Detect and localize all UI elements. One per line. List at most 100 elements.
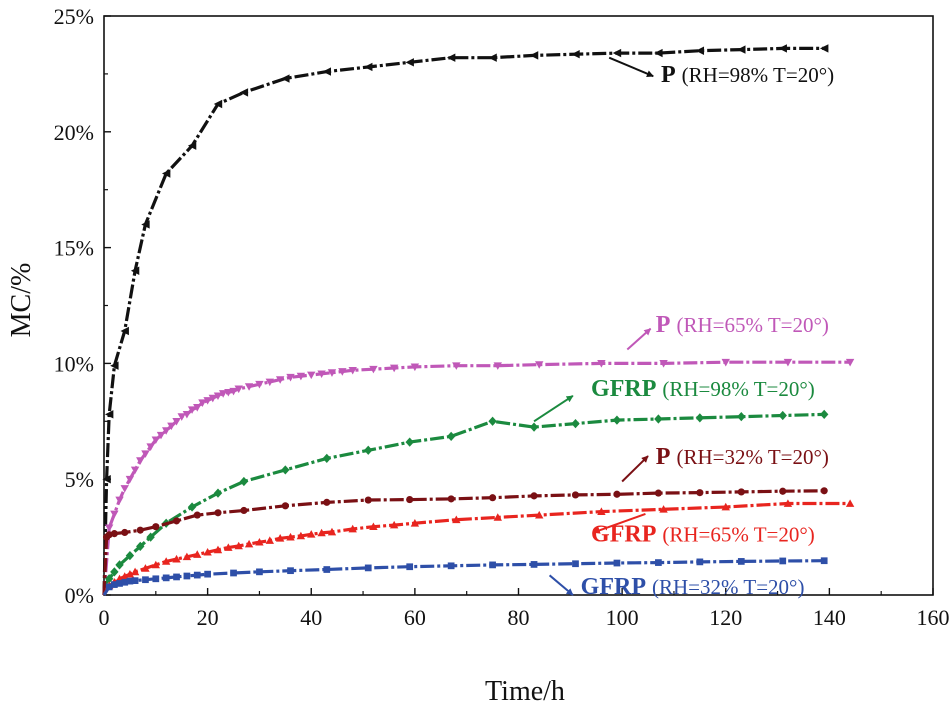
data-point — [281, 74, 290, 83]
data-point — [239, 476, 249, 487]
data-point — [173, 573, 180, 581]
data-point — [779, 487, 787, 495]
series-annotation: P (RH=65% T=20°) — [656, 312, 829, 338]
data-point — [389, 520, 399, 529]
data-point — [489, 561, 496, 569]
data-point — [162, 574, 170, 582]
plot-frame — [103, 15, 934, 596]
data-point — [659, 360, 668, 368]
data-point — [364, 564, 372, 572]
data-point — [239, 88, 249, 97]
data-point — [110, 567, 119, 577]
data-point — [218, 390, 228, 398]
data-point — [737, 558, 745, 565]
data-point — [535, 510, 544, 519]
data-point — [783, 358, 793, 367]
data-point — [737, 45, 746, 54]
data-point — [659, 505, 668, 513]
data-point — [286, 532, 295, 541]
data-point — [317, 370, 326, 379]
y-axis-title: MC/% — [6, 263, 37, 338]
series-layer — [102, 44, 855, 596]
data-point — [172, 554, 181, 563]
data-point — [571, 50, 580, 59]
data-point — [240, 506, 248, 515]
data-point — [338, 368, 347, 376]
data-point — [213, 545, 223, 554]
y-tick-label: 0% — [65, 583, 94, 608]
data-point — [406, 496, 414, 504]
data-point — [104, 574, 114, 584]
data-point — [105, 583, 113, 591]
data-point — [655, 559, 662, 566]
series-6 — [102, 557, 828, 596]
data-point — [322, 67, 331, 76]
data-point — [224, 388, 233, 397]
data-point — [737, 412, 746, 422]
data-point — [778, 410, 787, 421]
data-point — [104, 524, 114, 533]
data-point — [141, 564, 150, 572]
data-point — [597, 360, 606, 368]
data-point — [193, 511, 201, 519]
data-point — [234, 541, 243, 550]
data-point — [530, 492, 538, 500]
series-2 — [102, 358, 855, 596]
data-point — [198, 399, 207, 407]
data-point — [172, 417, 181, 426]
data-point — [696, 558, 704, 566]
data-point — [281, 502, 289, 510]
data-point — [234, 385, 243, 394]
series-1 — [102, 44, 829, 596]
data-point — [151, 560, 161, 569]
data-point — [323, 566, 331, 573]
data-point — [322, 453, 331, 463]
data-point — [156, 431, 166, 440]
x-tick-label: 140 — [813, 605, 846, 630]
data-point — [193, 550, 202, 558]
x-tick-label: 0 — [99, 605, 110, 630]
data-point — [296, 531, 306, 540]
data-point — [213, 99, 223, 109]
data-point — [131, 577, 139, 585]
data-point — [146, 532, 155, 542]
data-point — [452, 362, 461, 370]
data-point — [229, 387, 238, 396]
data-point — [296, 372, 306, 381]
data-point — [152, 575, 160, 583]
data-point — [446, 53, 456, 62]
data-point — [410, 519, 420, 527]
data-point — [203, 547, 212, 556]
data-point — [286, 373, 295, 382]
data-point — [161, 169, 171, 178]
data-point — [203, 397, 212, 405]
data-point — [845, 358, 855, 367]
data-point — [151, 436, 161, 445]
annotation-arrow — [592, 512, 646, 534]
data-point — [737, 488, 745, 496]
data-point — [255, 380, 264, 389]
data-point — [488, 416, 497, 426]
data-point — [695, 46, 705, 55]
data-point — [281, 465, 290, 475]
data-point — [447, 495, 455, 503]
data-point — [820, 557, 828, 565]
data-point — [125, 569, 135, 578]
annotations: P (RH=98% T=20°) P (RH=65% T=20°) GFRP (RH=98… — [533, 56, 834, 600]
data-point — [136, 457, 145, 465]
data-point — [193, 571, 201, 579]
y-tick-label: 5% — [65, 467, 94, 492]
data-point — [256, 568, 263, 576]
data-point — [597, 507, 606, 515]
data-point — [244, 539, 254, 548]
data-point — [142, 576, 149, 584]
data-point — [111, 581, 118, 588]
annotation-arrow — [626, 327, 652, 351]
series-annotation: P (RH=98% T=20°) — [661, 62, 834, 88]
data-point — [327, 369, 337, 377]
data-point — [120, 485, 129, 493]
y-tick-label: 10% — [54, 351, 94, 376]
data-point — [389, 364, 399, 373]
data-point — [204, 570, 211, 578]
data-point — [244, 383, 254, 391]
